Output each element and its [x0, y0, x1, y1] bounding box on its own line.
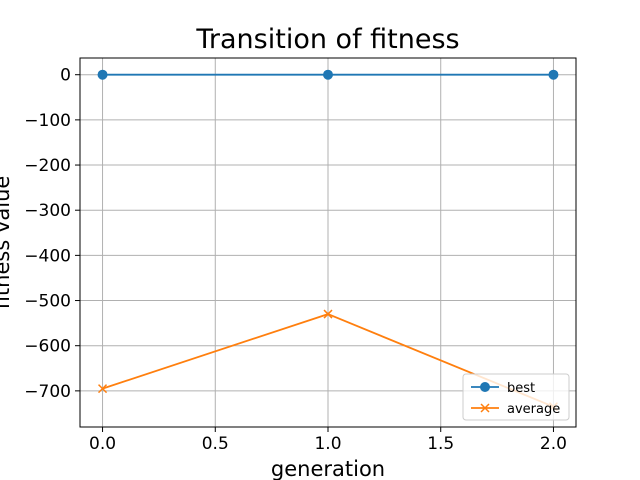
y-tick-label: −100 [24, 111, 71, 131]
legend-marker-best [480, 382, 490, 392]
x-axis-label: generation [271, 457, 385, 480]
legend: best average [462, 373, 570, 421]
legend-entry-best: best [471, 381, 535, 396]
series-best [97, 69, 559, 80]
chart-title: Transition of fitness [195, 24, 459, 55]
x-tick-label: 2.0 [540, 434, 567, 454]
y-axis-label: fitness value [0, 176, 14, 310]
x-tick-label: 1.0 [314, 434, 341, 454]
data-point-best [97, 69, 108, 80]
y-tick-label: 0 [60, 66, 71, 86]
y-tick-label: −200 [24, 156, 71, 176]
legend-entry-average: average [471, 402, 560, 417]
data-point-average [98, 384, 108, 394]
y-tick-label: −400 [24, 246, 71, 266]
y-tick-label: −500 [24, 292, 71, 312]
y-tick-label: −300 [24, 201, 71, 221]
data-point-best [548, 69, 559, 80]
axis-ticks: 0.0 0.5 1.0 1.5 2.0 0 −100 −200 −300 −400 −500 −600… [24, 66, 567, 454]
data-point-best [323, 69, 333, 80]
x-tick-label: 0.0 [89, 434, 116, 454]
y-tick-label: −600 [24, 337, 71, 357]
legend-marker-average [480, 403, 490, 413]
legend-label-best: best [507, 381, 535, 396]
legend-label-average: average [507, 402, 560, 417]
x-tick-label: 0.5 [202, 434, 229, 454]
data-point-average [323, 309, 333, 319]
y-tick-label: −700 [24, 382, 71, 402]
x-tick-label: 1.5 [427, 434, 454, 454]
